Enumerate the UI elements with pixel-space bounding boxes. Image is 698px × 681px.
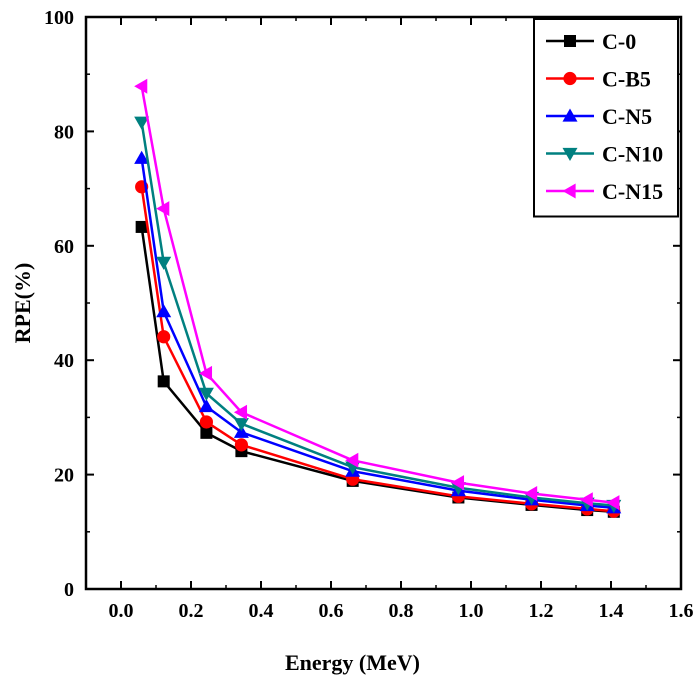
legend-label-c-b5: C-B5 — [602, 67, 651, 92]
data-point-c-n5 — [134, 150, 150, 164]
data-point-c-n5 — [233, 424, 249, 438]
data-point-c-b5 — [234, 438, 248, 452]
data-point-c-n15 — [198, 365, 213, 381]
legend-label-c-n15: C-N15 — [602, 179, 663, 204]
y-tick-label: 40 — [54, 350, 74, 372]
legend-item-c-0: C-0 — [546, 29, 636, 54]
series-layer — [134, 78, 622, 518]
series-line-c-b5 — [140, 186, 614, 513]
x-tick-label: 1.0 — [459, 600, 484, 622]
legend-label-c-0: C-0 — [602, 29, 636, 54]
x-tick-label: 1.6 — [669, 600, 694, 622]
legend: C-0 C-B5 C-N5 C-N10 C-N15 — [533, 18, 679, 218]
data-point-c-n15 — [156, 201, 170, 217]
data-point-c-b5 — [199, 415, 213, 429]
y-tick-label: 60 — [54, 236, 74, 258]
x-axis-title: Energy (MeV) — [285, 650, 420, 675]
data-point-c-n15 — [579, 492, 593, 508]
x-tick-label: 0.6 — [319, 600, 344, 622]
legend-marker-c-n5 — [562, 108, 578, 122]
y-tick-label: 100 — [44, 7, 74, 29]
data-point-c-n10 — [134, 116, 150, 130]
data-point-c-n15 — [134, 78, 148, 94]
data-point-c-b5 — [157, 330, 171, 344]
legend-marker-c-0 — [564, 35, 576, 47]
data-point-c-0 — [200, 426, 213, 439]
legend-box — [533, 18, 679, 218]
data-point-c-n10 — [156, 256, 172, 270]
data-point-c-n15 — [233, 404, 248, 420]
data-point-c-n5 — [198, 399, 214, 413]
x-tick-label: 0.0 — [109, 600, 134, 622]
x-tick-label: 1.4 — [599, 600, 624, 622]
legend-marker-c-n15 — [562, 183, 576, 199]
legend-item-c-b5: C-B5 — [546, 67, 651, 92]
data-point-c-n15 — [450, 475, 465, 491]
y-tick-label: 80 — [54, 121, 74, 143]
x-tick-label: 1.2 — [529, 600, 554, 622]
series-c-n15 — [134, 78, 620, 511]
x-tick-label: 0.2 — [179, 600, 204, 622]
data-point-c-n5 — [156, 304, 172, 318]
data-point-c-0 — [135, 220, 148, 233]
series-c-b5 — [135, 180, 621, 518]
legend-label-c-n10: C-N10 — [602, 142, 663, 167]
y-axis-title: RPE(%) — [10, 263, 35, 344]
legend-item-c-n10: C-N10 — [546, 142, 663, 167]
legend-item-c-n15: C-N15 — [546, 179, 663, 204]
series-line-c-0 — [140, 226, 614, 514]
y-tick-label: 20 — [54, 465, 74, 487]
data-point-c-n15 — [524, 485, 538, 501]
data-point-c-n10 — [198, 387, 214, 401]
data-point-c-n15 — [345, 452, 359, 468]
data-point-c-0 — [157, 375, 170, 388]
x-tick-label: 0.4 — [249, 600, 274, 622]
data-point-c-n15 — [606, 495, 620, 511]
legend-item-c-n5: C-N5 — [546, 104, 652, 129]
legend-marker-c-b5 — [563, 71, 577, 86]
legend-marker-c-n10 — [562, 147, 578, 161]
data-point-c-n10 — [233, 418, 249, 432]
axes-layer: 0.0 0.2 0.4 0.6 0.8 1.0 1.2 1.4 1.6 0 20 40 60 80 100 E… — [10, 7, 694, 675]
legend-label-c-n5: C-N5 — [602, 104, 652, 129]
y-tick-label: 0 — [64, 579, 74, 601]
x-tick-label: 0.8 — [389, 600, 414, 622]
